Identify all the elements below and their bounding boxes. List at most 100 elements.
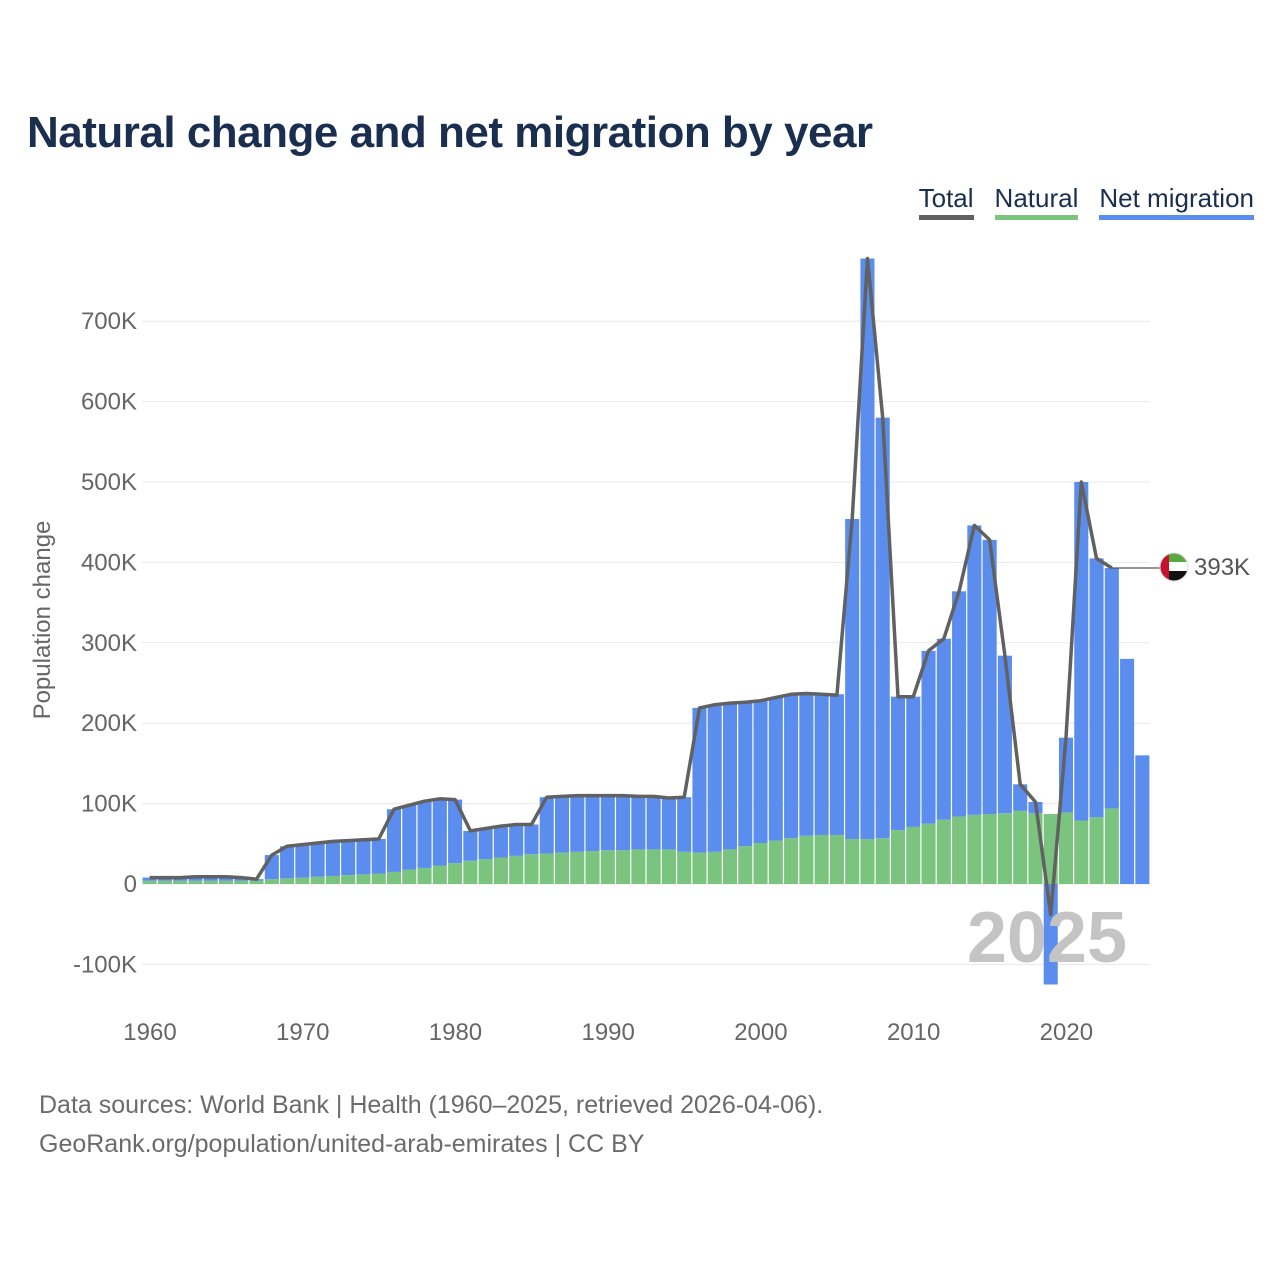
bar-natural[interactable]	[616, 850, 631, 884]
bar-natural[interactable]	[814, 834, 829, 884]
bar-natural[interactable]	[371, 873, 386, 884]
bar-net-migration[interactable]	[448, 799, 463, 864]
bar-net-migration[interactable]	[997, 655, 1012, 814]
bar-net-migration[interactable]	[936, 638, 951, 820]
bar-natural[interactable]	[417, 867, 432, 884]
bar-net-migration[interactable]	[646, 796, 661, 850]
bar-net-migration[interactable]	[707, 704, 722, 852]
bar-net-migration[interactable]	[203, 876, 218, 881]
bar-net-migration[interactable]	[768, 697, 783, 841]
bar-net-migration[interactable]	[1074, 482, 1089, 821]
bar-natural[interactable]	[173, 880, 188, 884]
bar-net-migration[interactable]	[295, 844, 310, 878]
bar-natural[interactable]	[478, 859, 493, 884]
legend-item-natural[interactable]: Natural	[994, 183, 1079, 220]
bar-natural[interactable]	[845, 838, 860, 884]
bar-net-migration[interactable]	[952, 591, 967, 817]
bar-natural[interactable]	[646, 849, 661, 884]
bar-natural[interactable]	[341, 875, 356, 884]
footer-attribution[interactable]: GeoRank.org/population/united-arab-emira…	[39, 1130, 645, 1158]
bar-natural[interactable]	[325, 875, 340, 884]
bar-natural[interactable]	[677, 851, 692, 884]
bar-natural[interactable]	[768, 840, 783, 884]
bar-natural[interactable]	[432, 865, 447, 884]
bar-natural[interactable]	[493, 857, 508, 884]
bar-natural[interactable]	[707, 851, 722, 884]
bar-net-migration[interactable]	[554, 796, 570, 853]
bar-net-migration[interactable]	[1043, 884, 1058, 985]
bar-natural[interactable]	[1013, 810, 1028, 884]
bar-natural[interactable]	[386, 871, 402, 884]
bar-natural[interactable]	[448, 863, 463, 884]
bar-net-migration[interactable]	[906, 696, 921, 827]
bar-natural[interactable]	[906, 826, 921, 884]
bar-net-migration[interactable]	[738, 702, 753, 847]
bar-net-migration[interactable]	[417, 801, 432, 868]
bar-net-migration[interactable]	[218, 876, 234, 881]
bar-natural[interactable]	[463, 860, 478, 884]
bar-natural[interactable]	[722, 849, 738, 884]
bar-natural[interactable]	[1058, 812, 1074, 884]
bar-net-migration[interactable]	[845, 518, 860, 839]
bar-natural[interactable]	[661, 849, 676, 884]
bar-net-migration[interactable]	[371, 838, 386, 874]
bar-net-migration[interactable]	[1104, 568, 1119, 809]
bar-natural[interactable]	[218, 880, 234, 884]
bar-natural[interactable]	[234, 880, 249, 884]
bar-natural[interactable]	[295, 877, 310, 884]
bar-natural[interactable]	[738, 846, 753, 884]
bar-net-migration[interactable]	[402, 805, 417, 870]
bar-net-migration[interactable]	[753, 700, 768, 843]
bar-natural[interactable]	[936, 819, 951, 884]
bar-natural[interactable]	[1089, 817, 1104, 884]
bar-natural[interactable]	[554, 852, 570, 884]
bar-natural[interactable]	[280, 878, 295, 884]
bar-net-migration[interactable]	[539, 797, 554, 854]
bar-net-migration[interactable]	[784, 694, 799, 839]
bar-net-migration[interactable]	[677, 797, 692, 852]
bar-net-migration[interactable]	[493, 826, 508, 858]
bar-natural[interactable]	[600, 850, 615, 884]
bar-net-migration[interactable]	[814, 694, 829, 835]
bar-net-migration[interactable]	[692, 707, 707, 853]
bar-net-migration[interactable]	[1135, 755, 1150, 884]
bar-net-migration[interactable]	[264, 855, 279, 880]
bar-net-migration[interactable]	[386, 809, 402, 872]
bar-natural[interactable]	[982, 814, 997, 884]
bar-natural[interactable]	[570, 851, 585, 884]
legend-item-net-migration[interactable]: Net migration	[1099, 183, 1254, 220]
bar-net-migration[interactable]	[661, 797, 676, 850]
bar-natural[interactable]	[1104, 808, 1119, 884]
bar-natural[interactable]	[753, 842, 768, 884]
bar-natural[interactable]	[203, 880, 218, 884]
bar-net-migration[interactable]	[982, 539, 997, 815]
bar-natural[interactable]	[188, 880, 203, 884]
bar-natural[interactable]	[249, 880, 264, 884]
bar-net-migration[interactable]	[799, 693, 814, 836]
bar-natural[interactable]	[860, 838, 875, 884]
bar-net-migration[interactable]	[921, 650, 936, 824]
bar-net-migration[interactable]	[631, 796, 646, 850]
bar-net-migration[interactable]	[432, 798, 447, 866]
bar-net-migration[interactable]	[1089, 558, 1104, 818]
bar-net-migration[interactable]	[509, 824, 524, 856]
bar-net-migration[interactable]	[616, 795, 631, 851]
bar-natural[interactable]	[539, 853, 554, 884]
bar-net-migration[interactable]	[310, 842, 325, 877]
bar-natural[interactable]	[1074, 820, 1089, 884]
bar-net-migration[interactable]	[967, 525, 982, 815]
bar-net-migration[interactable]	[600, 795, 615, 851]
bar-net-migration[interactable]	[478, 828, 493, 860]
bar-net-migration[interactable]	[875, 417, 890, 839]
bar-natural[interactable]	[356, 874, 371, 884]
bar-net-migration[interactable]	[341, 840, 356, 876]
bar-net-migration[interactable]	[570, 795, 585, 852]
bar-net-migration[interactable]	[585, 795, 600, 852]
bar-net-migration[interactable]	[524, 824, 539, 855]
bar-natural[interactable]	[692, 852, 707, 884]
bar-net-migration[interactable]	[463, 830, 478, 861]
bar-natural[interactable]	[784, 838, 799, 884]
bar-natural[interactable]	[585, 851, 600, 884]
bar-net-migration[interactable]	[188, 876, 203, 881]
bar-natural[interactable]	[829, 834, 844, 884]
